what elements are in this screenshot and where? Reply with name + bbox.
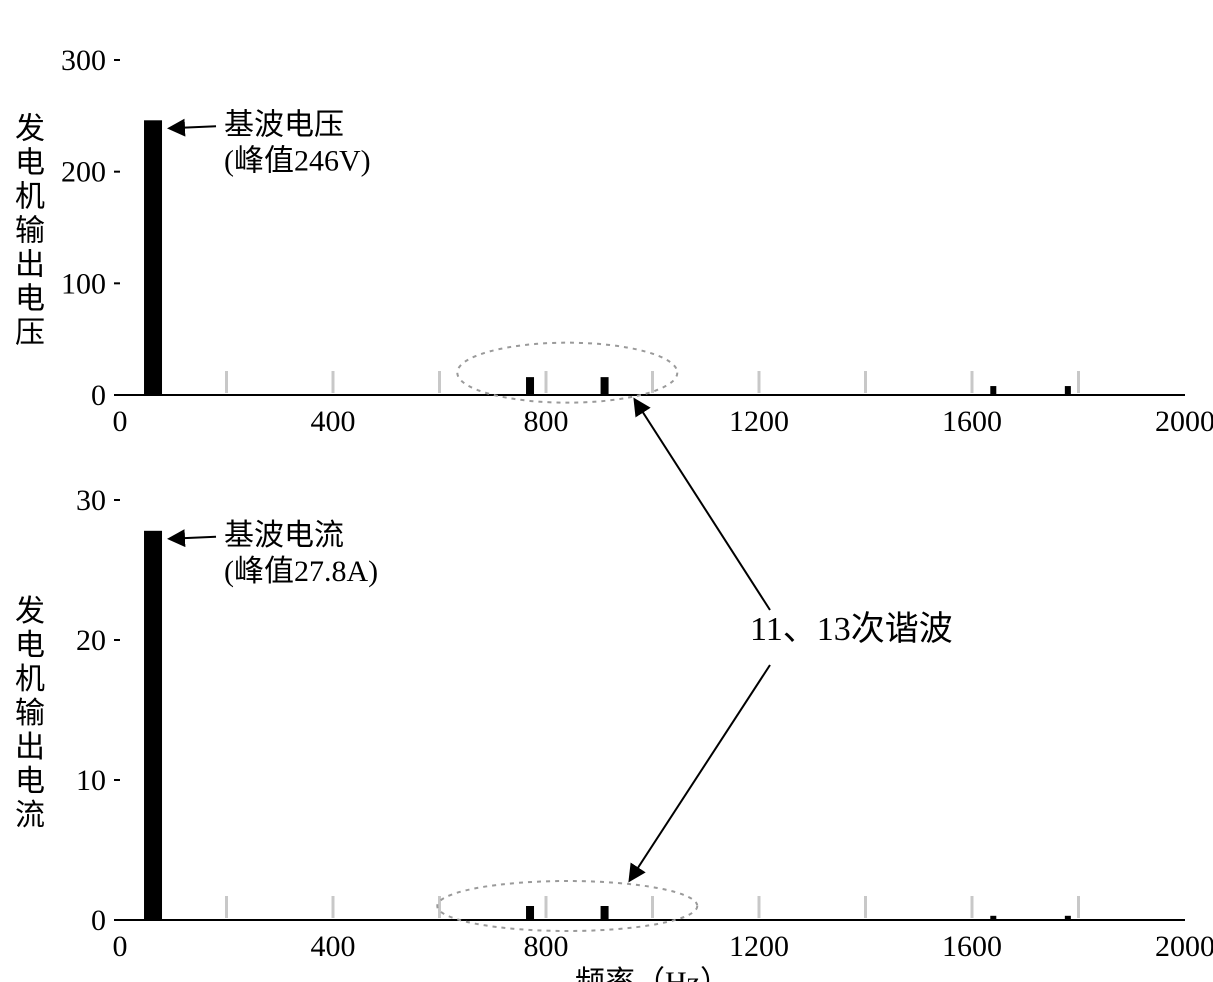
y-axis-title-char: 机 [15, 181, 45, 214]
y-axis-title-char: 机 [15, 663, 45, 696]
y-tick-label: 300 [61, 44, 106, 77]
figure-root: 01002003000400800120016002000基波电压(峰值246V… [0, 0, 1213, 982]
x-axis-title: 频率（Hz） [575, 966, 730, 982]
x-tick-label: 400 [311, 930, 356, 963]
fundamental-label: 基波电流 [224, 519, 344, 552]
fundamental-arrow [170, 126, 216, 128]
spectrum-bar [1065, 386, 1071, 395]
spectrum-bar [526, 377, 534, 395]
fundamental-arrow [170, 537, 216, 539]
harmonic-highlight-ellipse [437, 881, 697, 931]
spectrum-bar [1065, 916, 1071, 920]
y-axis-title-char: 出 [15, 249, 45, 282]
y-axis-title-char: 流 [15, 799, 45, 832]
x-tick-label: 0 [113, 930, 128, 963]
x-tick-label: 800 [524, 930, 569, 963]
spectrum-bar [990, 916, 996, 920]
y-axis-title-char: 输 [15, 215, 45, 248]
y-tick-label: 0 [91, 904, 106, 937]
fundamental-label: 基波电压 [224, 108, 344, 141]
y-tick-label: 20 [76, 624, 106, 657]
fundamental-peak-label: (峰值246V) [224, 144, 371, 177]
spectrum-bar [601, 906, 609, 920]
y-axis-title-char: 出 [15, 731, 45, 764]
x-tick-label: 400 [311, 405, 356, 438]
y-tick-label: 100 [61, 267, 106, 300]
x-tick-label: 800 [524, 405, 569, 438]
spectrum-bar [990, 386, 996, 395]
y-axis-title-char: 电 [15, 283, 45, 316]
x-tick-label: 1200 [729, 930, 789, 963]
y-axis-title-char: 电 [15, 147, 45, 180]
harmonic-highlight-ellipse [457, 343, 677, 403]
y-axis-title-char: 电 [15, 765, 45, 798]
y-tick-label: 10 [76, 764, 106, 797]
spectrum-bar [144, 120, 162, 395]
spectrum-bar [601, 377, 609, 395]
spectrum-bar [144, 531, 162, 920]
x-tick-label: 1200 [729, 405, 789, 438]
harmonic-callout-text: 11、13次谐波 [750, 610, 953, 648]
y-tick-label: 200 [61, 156, 106, 189]
y-tick-label: 0 [91, 379, 106, 412]
y-axis-title-char: 电 [15, 629, 45, 662]
fundamental-peak-label: (峰值27.8A) [224, 555, 378, 588]
y-axis-title-char: 发 [15, 113, 45, 146]
x-tick-label: 2000 [1155, 930, 1213, 963]
y-tick-label: 30 [76, 484, 106, 517]
y-axis-title-char: 压 [15, 317, 45, 350]
x-tick-label: 1600 [942, 405, 1002, 438]
spectrum-bar [526, 906, 534, 920]
x-tick-label: 2000 [1155, 405, 1213, 438]
harmonic-callout-arrow [630, 665, 770, 880]
y-axis-title-char: 发 [15, 595, 45, 628]
x-tick-label: 0 [113, 405, 128, 438]
x-tick-label: 1600 [942, 930, 1002, 963]
y-axis-title-char: 输 [15, 697, 45, 730]
